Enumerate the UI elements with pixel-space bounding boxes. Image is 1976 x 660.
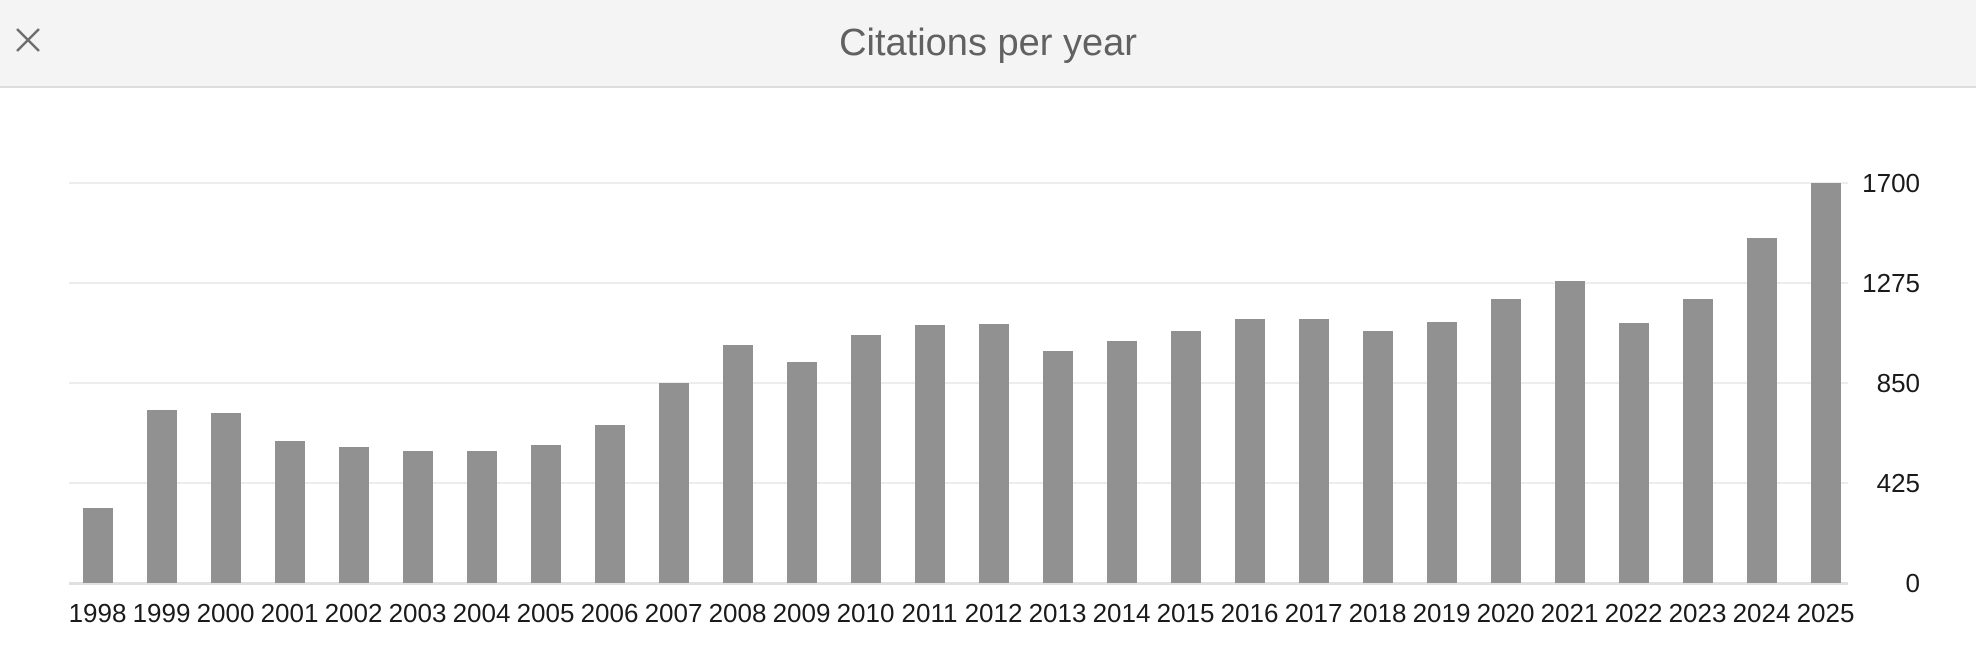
xtick-label-2001: 2001 [260,598,319,628]
bar-2025[interactable] [1810,183,1841,583]
close-icon [16,28,40,52]
xtick-label-2018: 2018 [1348,598,1407,628]
bar-2021[interactable] [1554,281,1585,583]
xtick-label-2012: 2012 [964,598,1023,628]
bar-2014[interactable] [1106,341,1137,583]
xtick-label-2008: 2008 [708,598,767,628]
bar-2024[interactable] [1746,237,1777,583]
gridline-850 [69,382,1848,384]
xtick-label-2016: 2016 [1220,598,1279,628]
xtick-label-2006: 2006 [580,598,639,628]
bar-2012[interactable] [978,324,1009,583]
xtick-label-2025: 2025 [1796,598,1855,628]
xtick-label-2023: 2023 [1668,598,1727,628]
bar-1999[interactable] [146,410,177,583]
bar-2005[interactable] [530,444,561,583]
ytick-label-1700: 1700 [1862,168,1920,198]
xtick-label-2017: 2017 [1284,598,1343,628]
bar-2019[interactable] [1426,321,1457,583]
bar-2009[interactable] [786,362,817,583]
bar-2011[interactable] [914,324,945,583]
bar-2015[interactable] [1170,331,1201,583]
close-button[interactable] [14,26,42,54]
xtick-label-2002: 2002 [324,598,383,628]
xtick-label-2021: 2021 [1540,598,1599,628]
xtick-label-1999: 1999 [132,598,191,628]
bar-2000[interactable] [210,412,241,583]
bar-2016[interactable] [1234,319,1265,583]
bar-2023[interactable] [1682,299,1713,583]
bar-2007[interactable] [658,383,689,583]
xtick-label-2005: 2005 [516,598,575,628]
bar-2006[interactable] [594,424,625,583]
xtick-label-2019: 2019 [1412,598,1471,628]
bar-2003[interactable] [402,450,433,583]
bar-2018[interactable] [1362,331,1393,583]
xtick-label-1998: 1998 [68,598,127,628]
bar-2017[interactable] [1298,319,1329,583]
ytick-label-1275: 1275 [1862,268,1920,298]
xtick-label-2000: 2000 [196,598,255,628]
xtick-label-2013: 2013 [1028,598,1087,628]
bar-2013[interactable] [1042,351,1073,583]
bar-2022[interactable] [1618,323,1649,583]
bar-1998[interactable] [82,508,113,583]
bar-2010[interactable] [850,334,881,583]
xtick-label-2010: 2010 [836,598,895,628]
bar-2004[interactable] [466,451,497,583]
ytick-label-0: 0 [1905,568,1920,598]
bar-2001[interactable] [274,441,305,583]
gridline-1275 [69,282,1848,284]
gridline-425 [69,482,1848,484]
gridline-1700 [69,182,1848,184]
ytick-label-850: 850 [1876,368,1920,398]
xtick-label-2003: 2003 [388,598,447,628]
bar-2008[interactable] [722,344,753,583]
xtick-label-2009: 2009 [772,598,831,628]
x-axis-baseline [69,582,1848,585]
xtick-label-2004: 2004 [452,598,511,628]
xtick-label-2015: 2015 [1156,598,1215,628]
xtick-label-2011: 2011 [901,598,958,628]
xtick-label-2014: 2014 [1092,598,1151,628]
xtick-label-2024: 2024 [1732,598,1791,628]
bar-2002[interactable] [338,446,369,583]
xtick-label-2007: 2007 [644,598,703,628]
ytick-label-425: 425 [1876,468,1920,498]
bar-2020[interactable] [1490,299,1521,583]
xtick-label-2022: 2022 [1604,598,1663,628]
xtick-label-2020: 2020 [1476,598,1535,628]
